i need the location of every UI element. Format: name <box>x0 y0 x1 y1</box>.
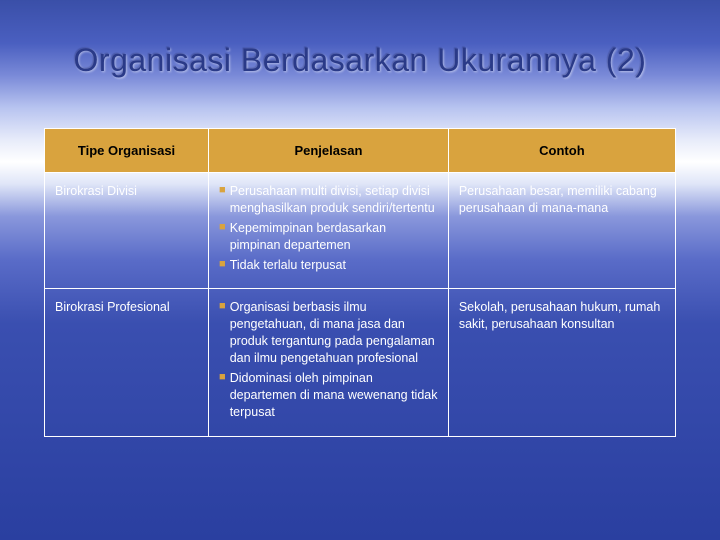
cell-type: Birokrasi Profesional <box>45 289 209 436</box>
cell-explanation: ■ Perusahaan multi divisi, setiap divisi… <box>209 173 449 289</box>
cell-example: Sekolah, perusahaan hukum, rumah sakit, … <box>448 289 675 436</box>
bullet-icon: ■ <box>219 299 226 314</box>
table-row: Birokrasi Divisi ■ Perusahaan multi divi… <box>45 173 676 289</box>
table-header-row: Tipe Organisasi Penjelasan Contoh <box>45 129 676 173</box>
table-row: Birokrasi Profesional ■ Organisasi berba… <box>45 289 676 436</box>
org-table-container: Tipe Organisasi Penjelasan Contoh Birokr… <box>44 128 676 437</box>
bullet-item: ■ Didominasi oleh pimpinan departemen di… <box>219 370 438 421</box>
bullet-icon: ■ <box>219 257 226 272</box>
cell-type: Birokrasi Divisi <box>45 173 209 289</box>
col-header-example: Contoh <box>448 129 675 173</box>
bullet-item: ■ Organisasi berbasis ilmu pengetahuan, … <box>219 299 438 367</box>
bullet-icon: ■ <box>219 370 226 385</box>
cell-explanation: ■ Organisasi berbasis ilmu pengetahuan, … <box>209 289 449 436</box>
bullet-icon: ■ <box>219 220 226 235</box>
bullet-item: ■ Perusahaan multi divisi, setiap divisi… <box>219 183 438 217</box>
bullet-text: Didominasi oleh pimpinan departemen di m… <box>230 370 438 421</box>
bullet-item: ■ Kepemimpinan berdasarkan pimpinan depa… <box>219 220 438 254</box>
bullet-text: Perusahaan multi divisi, setiap divisi m… <box>230 183 438 217</box>
bullet-icon: ■ <box>219 183 226 198</box>
bullet-text: Organisasi berbasis ilmu pengetahuan, di… <box>230 299 438 367</box>
bullet-text: Tidak terlalu terpusat <box>230 257 438 274</box>
bullet-text: Kepemimpinan berdasarkan pimpinan depart… <box>230 220 438 254</box>
cell-example: Perusahaan besar, memiliki cabang perusa… <box>448 173 675 289</box>
org-table: Tipe Organisasi Penjelasan Contoh Birokr… <box>44 128 676 437</box>
col-header-type: Tipe Organisasi <box>45 129 209 173</box>
col-header-explanation: Penjelasan <box>209 129 449 173</box>
slide-title: Organisasi Berdasarkan Ukurannya (2) <box>30 42 690 79</box>
bullet-item: ■ Tidak terlalu terpusat <box>219 257 438 274</box>
